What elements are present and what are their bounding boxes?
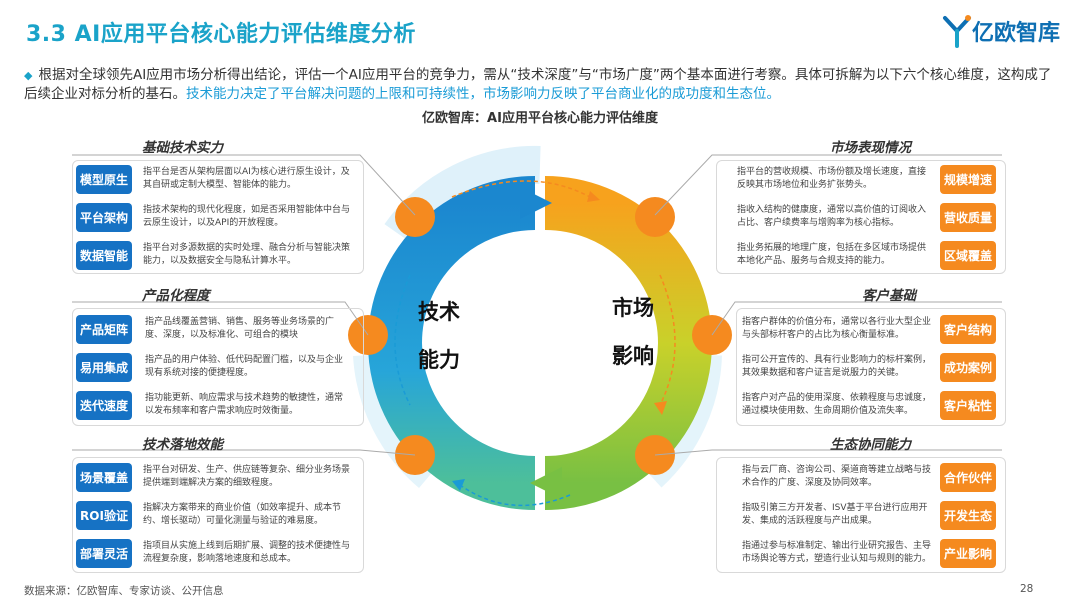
section-box-productization	[72, 308, 364, 426]
section-box-basic-tech	[72, 160, 364, 274]
dashed-arrow-bottom-head-icon	[452, 479, 465, 491]
diagram-title: 亿欧智库：AI应用平台核心能力评估维度	[422, 111, 658, 126]
dashed-arrow-top-head-icon	[587, 191, 600, 202]
desc-scenario-coverage: 指平台对研发、生产、供应链等复杂、细分业务场景提供端到端解决方案的细致程度。	[143, 465, 351, 488]
tag-industry-influence: 产业影响	[940, 539, 996, 568]
intro-text: 根据对全球领先AI应用市场分析得出结论，评估一个AI应用平台的竞争力，需从“技术…	[24, 67, 1052, 102]
section-box-tech-delivery	[72, 457, 364, 573]
ring-label-market-2: 影响	[612, 344, 654, 368]
desc-industry-influence: 指通过参与标准制定、输出行业研究报告、主导市场舆论等方式，塑造行业认知与规则的能…	[742, 541, 932, 564]
section-title-customer-base: 客户基础	[862, 288, 916, 304]
tag-scenario-coverage: 场景覆盖	[76, 463, 132, 492]
tag-model-native: 模型原生	[76, 165, 132, 194]
desc-region-coverage: 指业务拓展的地理广度，包括在多区域市场提供本地化产品、服务与合规支持的能力。	[737, 243, 927, 266]
tag-scale-growth: 规模增速	[940, 165, 996, 194]
dashed-arrow-bottom	[459, 484, 571, 507]
intro-highlight: 技术能力决定了平台解决问题的上限和可持续性，市场影响力反映了平台商业化的成功度和…	[186, 86, 780, 102]
tag-iteration-speed: 迭代速度	[76, 391, 132, 420]
desc-iteration-speed: 指功能更新、响应需求与技术趋势的敏捷性，通常以发布频率和客户需求响应时效衡量。	[145, 393, 344, 416]
ring-market-half	[544, 176, 712, 510]
section-title-market-performance: 市场表现情况	[830, 140, 911, 156]
brand-logo	[942, 14, 1062, 48]
node-circle-top-right	[635, 197, 675, 237]
dashed-arrow-left	[394, 274, 411, 406]
tag-customer-stickiness: 客户粘性	[940, 391, 996, 420]
data-source-note: 数据来源：亿欧智库、专家访谈、公开信息	[24, 585, 224, 597]
desc-dev-ecosystem: 指吸引第三方开发者、ISV基于平台进行应用开发、集成的活跃程度与产出成果。	[742, 503, 928, 526]
page-number: 28	[1020, 583, 1034, 595]
section-box-customer-base	[736, 308, 1006, 426]
dashed-arrow-right	[659, 274, 676, 406]
bullet-diamond-icon: ◆	[24, 69, 33, 82]
desc-partners: 指与云厂商、咨询公司、渠道商等建立战略与技术合作的广度、深度及协同效率。	[742, 465, 932, 488]
desc-roi-validation: 指解决方案带来的商业价值（如效率提升、成本节约、增长驱动）可量化测量与验证的难易…	[143, 503, 342, 526]
ring-label-tech-1: 技术	[418, 300, 460, 324]
desc-model-native: 指平台是否从架构层面以AI为核心进行原生设计，及其自研或定制大模型、智能体的能力…	[143, 167, 350, 190]
ring-arrow-bottom-icon	[530, 467, 562, 499]
section-title-basic-tech: 基础技术实力	[142, 140, 223, 156]
dashed-arrow-right-head-icon	[654, 401, 667, 415]
desc-revenue-quality: 指收入结构的健康度，通常以高价值的订阅收入占比、客户续费率与增购率为核心指标。	[737, 205, 927, 228]
ring-label-market-1: 市场	[612, 296, 654, 320]
tag-dev-ecosystem: 开发生态	[940, 501, 996, 530]
tag-ease-integration: 易用集成	[76, 353, 132, 382]
core-ring-diagram	[348, 145, 732, 510]
desc-platform-arch: 指技术架构的现代化程度，如是否采用智能体中台与云原生设计，以及API的开放程度。	[143, 205, 351, 228]
desc-success-cases: 指可公开宣传的、具有行业影响力的标杆案例，其效果数据和客户证言是说服力的关键。	[742, 355, 932, 378]
tag-data-intelligence: 数据智能	[76, 241, 132, 270]
desc-customer-stickiness: 指客户对产品的使用深度、依赖程度与忠诚度，通过模块使用数、生命周期价值及流失率。	[742, 393, 932, 416]
node-circle-top-left	[395, 197, 435, 237]
intro-paragraph: ◆ 根据对全球领先AI应用市场分析得出结论，评估一个AI应用平台的竞争力，需从“技…	[24, 66, 1060, 104]
dashed-arrow-top	[451, 180, 591, 198]
tag-platform-arch: 平台架构	[76, 203, 132, 232]
desc-scale-growth: 指平台的营收规模、市场份额及增长速度，直接反映其市场地位和业务扩张势头。	[737, 167, 927, 190]
ring-label-tech-2: 能力	[418, 348, 460, 372]
tag-product-matrix: 产品矩阵	[76, 315, 132, 344]
desc-flexible-deploy: 指项目从实施上线到后期扩展、调整的技术便捷性与流程复杂度，影响落地速度和总成本。	[143, 541, 351, 564]
section-title-tech-delivery: 技术落地效能	[142, 437, 223, 453]
desc-customer-structure: 指客户群体的价值分布，通常以各行业大型企业与头部标杆客户的占比为核心衡量标准。	[742, 317, 932, 340]
tag-roi-validation: ROI验证	[76, 501, 132, 530]
desc-product-matrix: 指产品线覆盖营销、销售、服务等业务场景的广度、深度，以及标准化、可组合的模块	[145, 317, 335, 340]
section-box-market-performance	[716, 160, 1006, 274]
tag-flexible-deploy: 部署灵活	[76, 539, 132, 568]
desc-data-intelligence: 指平台对多源数据的实时处理、融合分析与智能决策能力，以及数据安全与隐私计算水平。	[143, 243, 351, 266]
tag-customer-structure: 客户结构	[940, 315, 996, 344]
page-title: 3.3 AI应用平台核心能力评估维度分析	[26, 22, 416, 47]
desc-ease-integration: 指产品的用户体验、低代码配置门槛，以及与企业现有系统对接的便捷程度。	[145, 355, 344, 378]
section-title-ecosystem: 生态协同能力	[830, 437, 911, 453]
tag-partners: 合作伙伴	[940, 463, 996, 492]
tag-revenue-quality: 营收质量	[940, 203, 996, 232]
tag-success-cases: 成功案例	[940, 353, 996, 382]
tag-region-coverage: 区域覆盖	[940, 241, 996, 270]
section-title-productization: 产品化程度	[142, 288, 210, 304]
ring-arrow-top-icon	[520, 187, 552, 219]
brand-name: 亿欧智库	[972, 21, 1061, 46]
section-box-ecosystem	[716, 457, 1006, 573]
brand-logo-icon	[943, 15, 971, 48]
